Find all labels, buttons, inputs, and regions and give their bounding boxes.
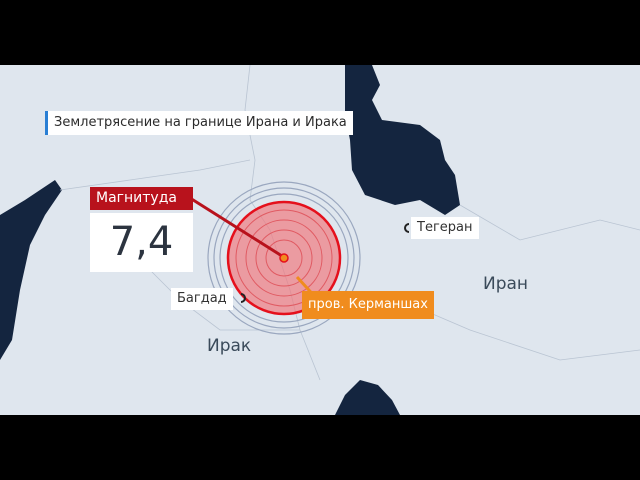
- headline: Землетрясение на границе Ирана и Ирака: [45, 111, 353, 135]
- caspian-sea: [345, 65, 460, 215]
- magnitude-label: Магнитуда: [90, 187, 193, 210]
- epicenter-icon: [279, 253, 289, 263]
- epicenter-rings: [207, 181, 361, 335]
- magnitude-value: 7,4: [90, 213, 193, 272]
- mediterranean-sea: [0, 180, 62, 360]
- country-label-iraq: Ирак: [207, 336, 252, 356]
- inner-rings: [235, 209, 333, 307]
- city-label-baghdad: Багдад: [171, 288, 233, 310]
- region-label-kermanshah: пров. Керманшах: [302, 291, 434, 319]
- persian-gulf: [335, 380, 400, 415]
- magnitude-pointer: [189, 196, 283, 258]
- baghdad-dot-icon: [240, 293, 246, 303]
- tehran-dot-icon: [404, 223, 410, 233]
- country-label-iran: Иран: [483, 274, 529, 294]
- city-label-tehran: Тегеран: [411, 217, 479, 239]
